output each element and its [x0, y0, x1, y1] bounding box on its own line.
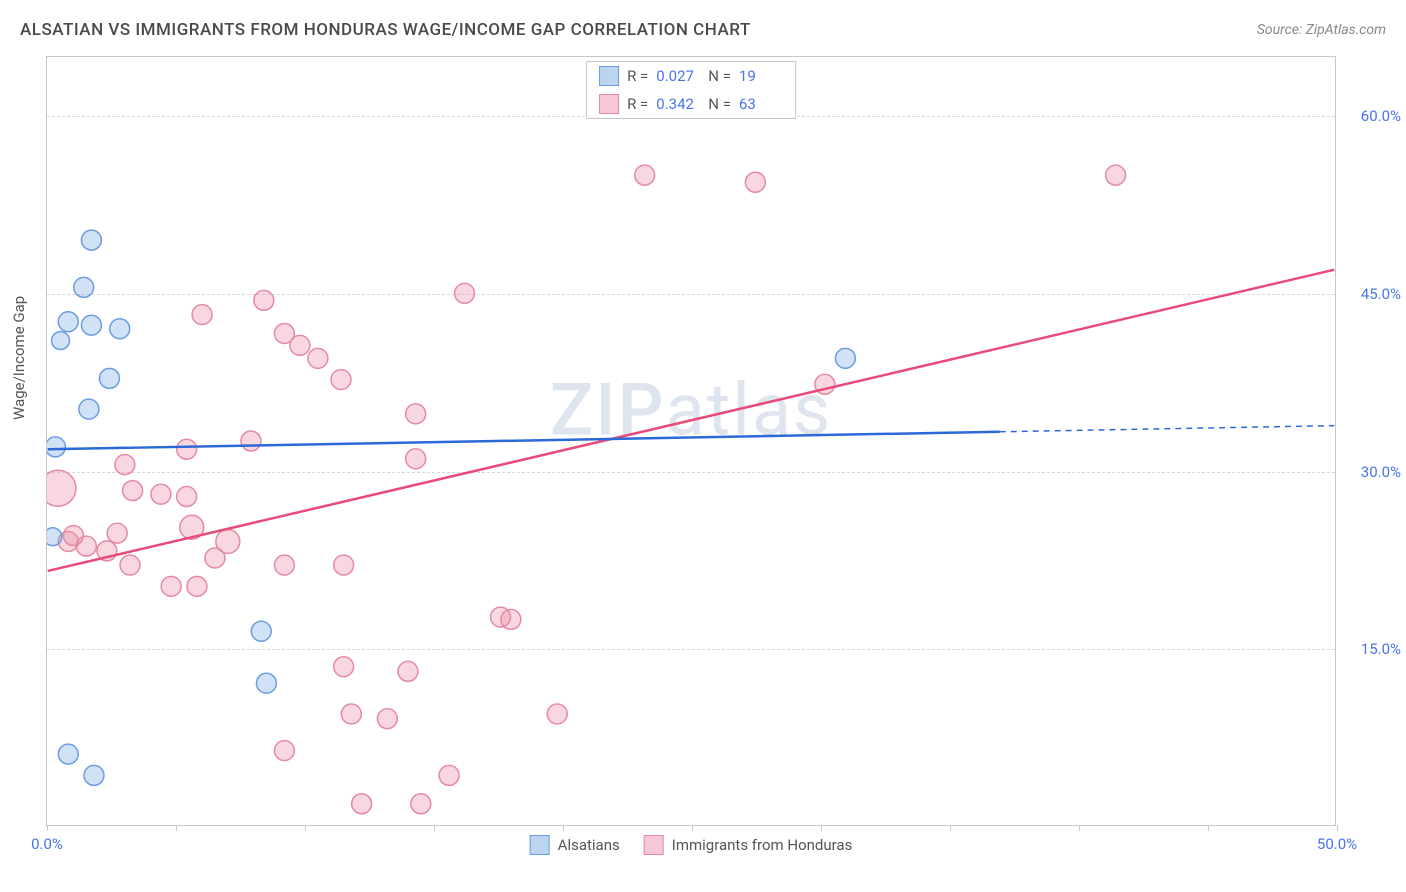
x-tick [434, 825, 435, 831]
y-tick-label: 30.0% [1361, 463, 1401, 481]
r-label: R = [627, 67, 648, 85]
scatter-point [290, 335, 310, 355]
title-row: ALSATIAN VS IMMIGRANTS FROM HONDURAS WAG… [20, 20, 1386, 40]
scatter-point [241, 431, 261, 451]
scatter-point [334, 657, 354, 677]
scatter-point [192, 305, 212, 325]
scatter-point [58, 744, 78, 764]
legend-swatch-0 [530, 835, 550, 855]
x-tick [563, 825, 564, 831]
scatter-point [256, 673, 276, 693]
x-tick [692, 825, 693, 831]
scatter-point [177, 487, 197, 507]
scatter-svg [47, 57, 1335, 825]
regression-line [48, 270, 1335, 571]
n-label: N = [708, 67, 731, 85]
legend-swatch-1 [644, 835, 664, 855]
swatch-series-1 [599, 94, 619, 114]
scatter-point [74, 277, 94, 297]
scatter-point [99, 368, 119, 388]
scatter-point [115, 455, 135, 475]
scatter-point [81, 230, 101, 250]
scatter-point [251, 621, 271, 641]
correlation-info-box: R = 0.027 N = 19 R = 0.342 N = 63 [586, 61, 796, 119]
scatter-point [352, 794, 372, 814]
scatter-point [123, 481, 143, 501]
x-tick-label: 50.0% [1317, 835, 1357, 853]
scatter-point [406, 404, 426, 424]
x-tick [821, 825, 822, 831]
plot-area: ZIPatlas R = 0.027 N = 19 R = 0.342 N = … [46, 56, 1336, 826]
x-tick [176, 825, 177, 831]
r-value-0: 0.027 [656, 67, 700, 85]
scatter-point [47, 437, 65, 457]
r-label: R = [627, 95, 648, 113]
y-tick-label: 45.0% [1361, 285, 1401, 303]
scatter-point [205, 548, 225, 568]
scatter-point [52, 332, 70, 350]
scatter-point [501, 609, 521, 629]
scatter-point [161, 576, 181, 596]
scatter-point [331, 370, 351, 390]
n-value-1: 63 [739, 95, 783, 113]
scatter-point [406, 449, 426, 469]
scatter-point [1106, 165, 1126, 185]
scatter-point [81, 315, 101, 335]
scatter-point [63, 526, 83, 546]
scatter-point [411, 794, 431, 814]
scatter-point [745, 172, 765, 192]
scatter-point [187, 576, 207, 596]
scatter-point [455, 283, 475, 303]
x-tick [1208, 825, 1209, 831]
n-label: N = [708, 95, 731, 113]
swatch-series-0 [599, 66, 619, 86]
info-row-series-0: R = 0.027 N = 19 [587, 62, 795, 90]
x-tick [1337, 825, 1338, 831]
legend-label-0: Alsatians [558, 836, 620, 854]
n-value-0: 19 [739, 67, 783, 85]
regression-line-extrapolated [1000, 426, 1335, 432]
scatter-point [79, 399, 99, 419]
bottom-legend: Alsatians Immigrants from Honduras [530, 835, 853, 855]
chart-title: ALSATIAN VS IMMIGRANTS FROM HONDURAS WAG… [20, 20, 751, 40]
scatter-point [635, 165, 655, 185]
x-tick [47, 825, 48, 831]
scatter-point [47, 528, 62, 546]
chart-container: ALSATIAN VS IMMIGRANTS FROM HONDURAS WAG… [0, 0, 1406, 892]
x-tick [1079, 825, 1080, 831]
legend-label-1: Immigrants from Honduras [672, 836, 853, 854]
scatter-point [151, 484, 171, 504]
scatter-point [47, 470, 76, 506]
scatter-point [177, 439, 197, 459]
scatter-point [254, 290, 274, 310]
scatter-point [274, 741, 294, 761]
y-axis-label: Wage/Income Gap [10, 296, 28, 420]
scatter-point [398, 661, 418, 681]
scatter-point [107, 523, 127, 543]
scatter-point [58, 312, 78, 332]
scatter-point [120, 555, 140, 575]
source-attribution: Source: ZipAtlas.com [1257, 22, 1386, 38]
x-tick [950, 825, 951, 831]
r-value-1: 0.342 [656, 95, 700, 113]
scatter-point [308, 348, 328, 368]
x-tick-label: 0.0% [31, 835, 63, 853]
scatter-point [274, 555, 294, 575]
y-tick-label: 15.0% [1361, 640, 1401, 658]
scatter-point [341, 704, 361, 724]
legend-item-0: Alsatians [530, 835, 620, 855]
scatter-point [439, 765, 459, 785]
scatter-point [547, 704, 567, 724]
scatter-point [334, 555, 354, 575]
scatter-point [377, 709, 397, 729]
legend-item-1: Immigrants from Honduras [644, 835, 853, 855]
y-tick-label: 60.0% [1361, 107, 1401, 125]
scatter-point [835, 348, 855, 368]
scatter-point [84, 765, 104, 785]
x-tick [305, 825, 306, 831]
info-row-series-1: R = 0.342 N = 63 [587, 90, 795, 118]
scatter-point [110, 319, 130, 339]
